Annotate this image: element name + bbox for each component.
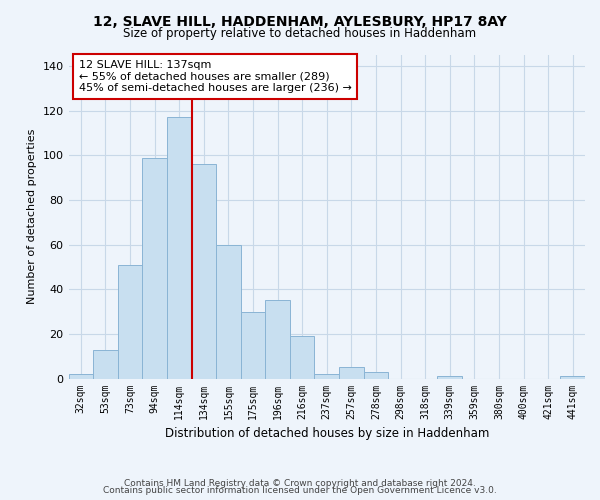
- Y-axis label: Number of detached properties: Number of detached properties: [27, 129, 37, 304]
- Bar: [216, 244, 241, 378]
- Bar: [142, 158, 167, 378]
- Bar: [93, 350, 118, 378]
- Text: 12, SLAVE HILL, HADDENHAM, AYLESBURY, HP17 8AY: 12, SLAVE HILL, HADDENHAM, AYLESBURY, HP…: [93, 15, 507, 29]
- Bar: [241, 312, 265, 378]
- Bar: [364, 372, 388, 378]
- Bar: [560, 376, 585, 378]
- Bar: [314, 374, 339, 378]
- Bar: [437, 376, 462, 378]
- Text: Size of property relative to detached houses in Haddenham: Size of property relative to detached ho…: [124, 28, 476, 40]
- Bar: [290, 336, 314, 378]
- X-axis label: Distribution of detached houses by size in Haddenham: Distribution of detached houses by size …: [164, 427, 489, 440]
- Bar: [118, 265, 142, 378]
- Bar: [339, 368, 364, 378]
- Bar: [167, 118, 191, 378]
- Bar: [68, 374, 93, 378]
- Bar: [191, 164, 216, 378]
- Text: Contains public sector information licensed under the Open Government Licence v3: Contains public sector information licen…: [103, 486, 497, 495]
- Bar: [265, 300, 290, 378]
- Text: Contains HM Land Registry data © Crown copyright and database right 2024.: Contains HM Land Registry data © Crown c…: [124, 478, 476, 488]
- Text: 12 SLAVE HILL: 137sqm
← 55% of detached houses are smaller (289)
45% of semi-det: 12 SLAVE HILL: 137sqm ← 55% of detached …: [79, 60, 352, 93]
